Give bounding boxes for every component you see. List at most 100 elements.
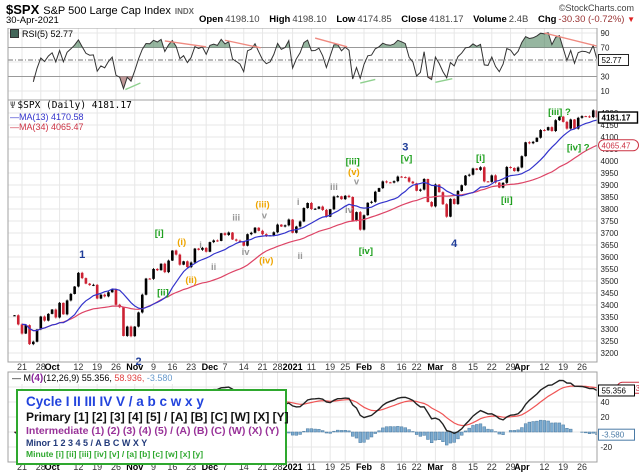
volume-value: 2.4B	[508, 14, 529, 25]
wave-label: i	[297, 197, 300, 208]
svg-text:8: 8	[380, 362, 385, 372]
wave-label: [iii]	[346, 156, 360, 167]
svg-text:Nov: Nov	[126, 462, 143, 472]
svg-text:29: 29	[506, 462, 516, 472]
svg-text:30: 30	[601, 73, 610, 82]
svg-text:9: 9	[151, 462, 156, 472]
svg-text:14: 14	[239, 462, 249, 472]
svg-text:Dec: Dec	[202, 362, 219, 372]
indicator-icon	[10, 29, 19, 38]
price-legend: Ψ $SPX (Daily) 4181.17 —MA(13) 4170.58 —M…	[10, 100, 132, 133]
svg-text:40: 40	[601, 398, 610, 407]
svg-text:21: 21	[258, 362, 268, 372]
wave-label: (i)	[177, 237, 186, 248]
high-value: 4198.10	[292, 14, 327, 25]
ma13-line	[21, 119, 597, 332]
panel-border	[7, 28, 598, 101]
ma34-line	[21, 144, 597, 332]
intermediate-degree-line: Intermediate (1) (2) (3) (4) (5) / (A) (…	[26, 425, 280, 437]
svg-text:23: 23	[186, 362, 196, 372]
svg-text:28: 28	[273, 462, 283, 472]
svg-text:16: 16	[397, 462, 407, 472]
rsi-overbought-fill	[72, 32, 594, 48]
svg-text:19: 19	[558, 462, 568, 472]
svg-text:15: 15	[468, 362, 478, 372]
price-legend-title: $SPX (Daily) 4181.17	[17, 100, 132, 111]
rsi-trendline-green	[125, 82, 141, 91]
macd-hist-value: -3.580	[146, 373, 173, 383]
svg-text:3200: 3200	[601, 349, 619, 358]
wave-label: [iv]	[359, 246, 373, 257]
svg-text:Oct: Oct	[45, 362, 60, 372]
svg-text:28: 28	[36, 462, 46, 472]
rsi-legend: RSI(5) 52.77	[10, 29, 73, 39]
macd-legend-m: M	[23, 373, 32, 383]
wave-label: iii	[330, 182, 338, 193]
primary-degree-line: Primary [1] [2] [3] [4] [5] / [A] [B] [C…	[26, 410, 289, 424]
wave-label: i	[199, 240, 202, 251]
svg-text:3800: 3800	[601, 205, 619, 214]
svg-text:16: 16	[167, 362, 177, 372]
svg-text:3400: 3400	[601, 301, 619, 310]
svg-text:-3.580: -3.580	[602, 431, 625, 440]
wave-label: 4	[451, 238, 458, 250]
rsi-line	[32, 32, 597, 91]
svg-text:3450: 3450	[601, 289, 619, 298]
rsi-trendline-red	[314, 37, 348, 48]
wave-label: [ii]	[501, 195, 513, 206]
svg-text:52.77: 52.77	[602, 56, 623, 65]
svg-text:26: 26	[577, 362, 587, 372]
svg-text:Feb: Feb	[356, 462, 373, 472]
svg-text:21: 21	[258, 462, 268, 472]
svg-text:19: 19	[325, 362, 335, 372]
svg-text:22: 22	[412, 362, 422, 372]
wave-label: (v)	[348, 167, 360, 178]
svg-text:3900: 3900	[601, 181, 619, 190]
minor-degree-line: Minor 1 2 3 4 5 / A B C W X Y	[26, 438, 148, 448]
rsi-panel	[8, 32, 597, 91]
svg-text:19: 19	[92, 362, 102, 372]
open-label: Open	[198, 14, 224, 25]
svg-text:Mar: Mar	[427, 462, 444, 472]
svg-text:Feb: Feb	[356, 362, 373, 372]
svg-text:19: 19	[325, 462, 335, 472]
svg-text:11: 11	[307, 362, 316, 372]
svg-text:-20: -20	[601, 443, 613, 452]
price-panel	[13, 109, 597, 346]
wave-label: ii	[297, 251, 302, 262]
chg-label: Chg	[537, 14, 557, 25]
wave-label: v	[354, 176, 360, 187]
svg-text:4065.47: 4065.47	[602, 141, 631, 150]
svg-text:Nov: Nov	[126, 362, 143, 372]
wave-label: [iii] ?	[548, 107, 571, 118]
svg-text:11: 11	[307, 462, 316, 472]
wave-label: v	[262, 211, 268, 222]
rsi-trendline-red	[164, 40, 207, 48]
svg-text:10: 10	[601, 87, 610, 96]
svg-text:2021: 2021	[283, 362, 303, 372]
svg-text:3250: 3250	[601, 337, 619, 346]
svg-text:4150: 4150	[601, 121, 619, 130]
wave-label: [i]	[155, 228, 164, 239]
svg-text:3950: 3950	[601, 169, 619, 178]
panel-border	[7, 99, 598, 363]
svg-text:26: 26	[111, 462, 121, 472]
svg-text:21: 21	[17, 462, 27, 472]
svg-text:22: 22	[487, 362, 497, 372]
low-label: Low	[336, 14, 356, 25]
rsi-trendline-red	[224, 39, 261, 49]
svg-text:4181.17: 4181.17	[602, 114, 631, 123]
svg-text:12: 12	[539, 362, 549, 372]
chg-value: -30.30 (-0.72%)	[558, 14, 625, 25]
rsi-oversold-fill	[33, 76, 448, 89]
wave-label-intermediate-4: (4)	[31, 373, 44, 384]
low-value: 4174.85	[357, 14, 392, 25]
annotation-icon: Ψ	[10, 101, 16, 111]
svg-text:7: 7	[222, 362, 227, 372]
svg-text:3850: 3850	[601, 193, 619, 202]
svg-text:8: 8	[452, 362, 457, 372]
svg-text:7: 7	[222, 462, 227, 472]
minute-degree-line: Minute [i] [ii] [iii] [iv] [v] / [a] [b]…	[26, 449, 204, 459]
